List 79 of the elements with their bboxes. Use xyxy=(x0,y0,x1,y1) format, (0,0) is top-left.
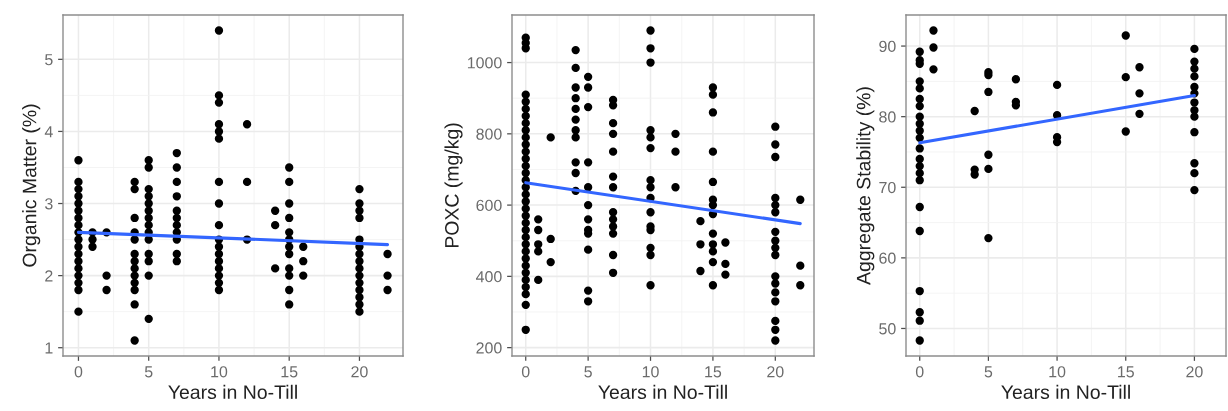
point xyxy=(1190,57,1199,66)
point xyxy=(1135,109,1144,119)
x-tick-label: 20 xyxy=(767,366,784,378)
y-axis-title: POXC (mg/kg) xyxy=(444,123,463,248)
point xyxy=(1190,98,1199,107)
y-tick-label: 90 xyxy=(879,40,896,53)
point xyxy=(1190,112,1199,121)
point xyxy=(915,308,924,317)
y-tick-label: 1000 xyxy=(467,57,502,69)
point xyxy=(915,94,924,104)
y-tick-label: 2 xyxy=(45,270,53,282)
x-axis-title: Years in No-Till xyxy=(598,384,727,400)
point xyxy=(1190,185,1199,195)
y-tick-label: 70 xyxy=(879,181,896,194)
point xyxy=(929,43,938,52)
point xyxy=(1190,44,1199,54)
y-tick-label: 600 xyxy=(476,199,502,212)
point xyxy=(1190,72,1199,81)
point xyxy=(1190,159,1199,168)
y-tick-label: 3 xyxy=(45,198,53,210)
point xyxy=(915,202,924,212)
point xyxy=(915,161,924,171)
point xyxy=(1121,72,1130,82)
point xyxy=(984,87,993,97)
x-tick-label: 20 xyxy=(351,366,368,378)
x-tick-label: 0 xyxy=(915,366,924,378)
x-tick-label: 10 xyxy=(1049,366,1066,378)
x-tick-label: 15 xyxy=(1118,366,1134,378)
y-tick-label: 50 xyxy=(879,323,896,335)
y-tick-label: 400 xyxy=(476,271,502,283)
x-axis-title: Years in No-Till xyxy=(1001,384,1130,400)
point xyxy=(915,226,924,236)
y-tick-label: 200 xyxy=(476,342,502,354)
point xyxy=(1190,168,1199,178)
point xyxy=(1135,89,1144,98)
point xyxy=(970,170,979,179)
x-tick-label: 10 xyxy=(642,366,659,378)
point xyxy=(915,144,924,153)
point xyxy=(915,316,924,325)
point xyxy=(970,106,979,116)
y-tick-label: 1 xyxy=(45,342,53,354)
x-tick-label: 15 xyxy=(705,366,722,378)
point xyxy=(1135,63,1144,72)
point xyxy=(984,150,993,159)
point xyxy=(984,164,993,174)
point xyxy=(1121,127,1130,136)
y-axis-title: Organic Matter (%) xyxy=(22,104,41,267)
point xyxy=(1011,75,1021,84)
point xyxy=(915,168,924,178)
x-tick-label: 0 xyxy=(521,366,530,378)
y-tick-label: 4 xyxy=(44,126,53,138)
point xyxy=(915,101,924,111)
y-axis-title: Aggregate Stability (%) xyxy=(856,87,875,285)
y-tick-label: 60 xyxy=(879,252,896,264)
x-tick-label: 5 xyxy=(984,366,993,378)
x-tick-label: 0 xyxy=(74,366,83,378)
y-tick-label: 5 xyxy=(45,54,53,66)
x-tick-label: 20 xyxy=(1186,366,1203,378)
x-axis-title: Years in No-Till xyxy=(168,384,297,400)
point xyxy=(915,336,924,345)
point xyxy=(1052,80,1062,90)
x-tick-label: 5 xyxy=(584,366,592,378)
point xyxy=(929,65,938,74)
point xyxy=(915,47,924,56)
point xyxy=(1190,128,1199,137)
x-tick-label: 10 xyxy=(211,366,228,378)
point xyxy=(1121,31,1130,40)
point xyxy=(915,133,924,143)
y-tick-label: 80 xyxy=(879,111,896,123)
point xyxy=(915,154,924,164)
point xyxy=(915,286,924,296)
x-tick-label: 15 xyxy=(281,366,298,378)
point xyxy=(984,233,993,243)
point xyxy=(929,26,938,35)
y-tick-label: 800 xyxy=(476,128,502,140)
point xyxy=(915,84,924,93)
point xyxy=(915,176,924,185)
x-tick-label: 5 xyxy=(144,366,153,378)
point xyxy=(1190,64,1199,73)
